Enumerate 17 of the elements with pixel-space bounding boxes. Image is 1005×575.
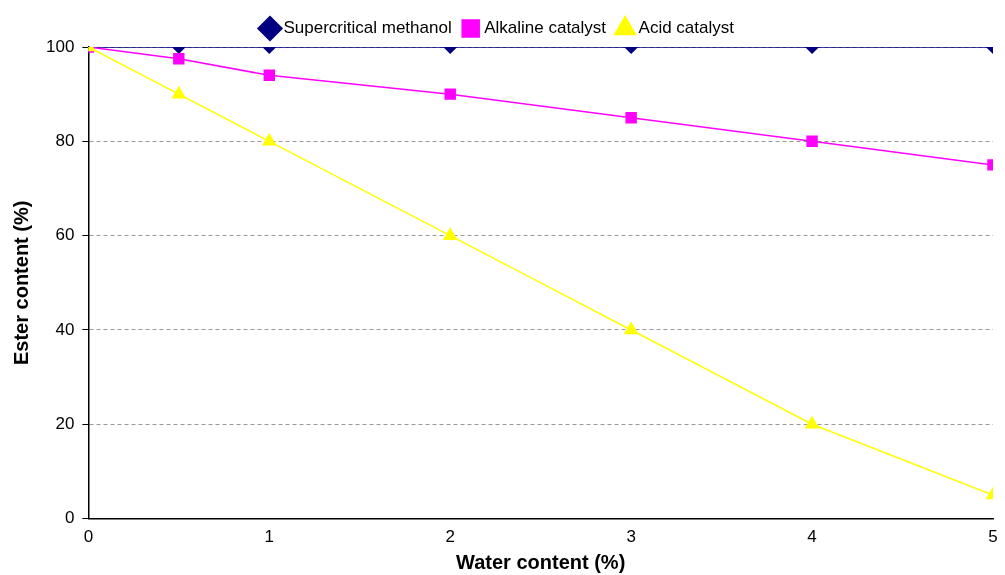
y-axis-title: Ester content (%) [9, 200, 32, 366]
x-tick-label: 1 [264, 527, 275, 547]
x-tick-label: 5 [988, 527, 998, 547]
y-tick-label: 20 [55, 413, 75, 433]
y-tick-label: 40 [55, 319, 75, 339]
y-tick-label: 80 [55, 131, 75, 151]
x-tick-label: 4 [807, 527, 817, 547]
y-tick-label: 0 [64, 508, 75, 528]
y-tick-label: 100 [45, 36, 75, 56]
x-tick-label: 3 [626, 527, 636, 547]
legend-label: Acid catalyst [638, 18, 735, 38]
y-tick-label: 60 [55, 225, 75, 245]
x-tick-label: 2 [445, 527, 455, 547]
x-axis-title: Water content (%) [456, 550, 626, 573]
x-tick-label: 0 [83, 527, 94, 547]
legend-label: Supercritical methanol [283, 18, 452, 38]
legend-label: Alkaline catalyst [484, 18, 607, 38]
